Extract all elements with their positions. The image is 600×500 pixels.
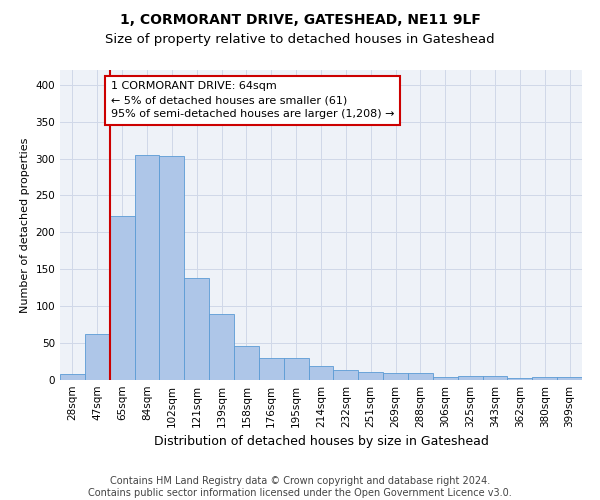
Bar [308, 366, 334, 380]
Text: Contains HM Land Registry data © Crown copyright and database right 2024.
Contai: Contains HM Land Registry data © Crown c… [88, 476, 512, 498]
Bar [358, 372, 383, 380]
Bar [209, 314, 234, 380]
Bar [408, 372, 433, 380]
Y-axis label: Number of detached properties: Number of detached properties [20, 138, 30, 312]
Bar [482, 376, 508, 380]
Text: 1, CORMORANT DRIVE, GATESHEAD, NE11 9LF: 1, CORMORANT DRIVE, GATESHEAD, NE11 9LF [119, 12, 481, 26]
Text: 1 CORMORANT DRIVE: 64sqm
← 5% of detached houses are smaller (61)
95% of semi-de: 1 CORMORANT DRIVE: 64sqm ← 5% of detache… [111, 81, 394, 119]
Bar [284, 358, 308, 380]
Bar [458, 376, 482, 380]
Bar [334, 370, 358, 380]
Bar [60, 374, 85, 380]
Bar [160, 156, 184, 380]
Bar [433, 377, 458, 380]
Bar [532, 377, 557, 380]
Bar [383, 372, 408, 380]
Bar [134, 155, 160, 380]
Bar [85, 334, 110, 380]
Bar [557, 377, 582, 380]
Text: Size of property relative to detached houses in Gateshead: Size of property relative to detached ho… [105, 32, 495, 46]
Bar [234, 346, 259, 380]
Bar [259, 358, 284, 380]
Bar [184, 278, 209, 380]
Bar [110, 216, 134, 380]
Bar [508, 378, 532, 380]
X-axis label: Distribution of detached houses by size in Gateshead: Distribution of detached houses by size … [154, 436, 488, 448]
